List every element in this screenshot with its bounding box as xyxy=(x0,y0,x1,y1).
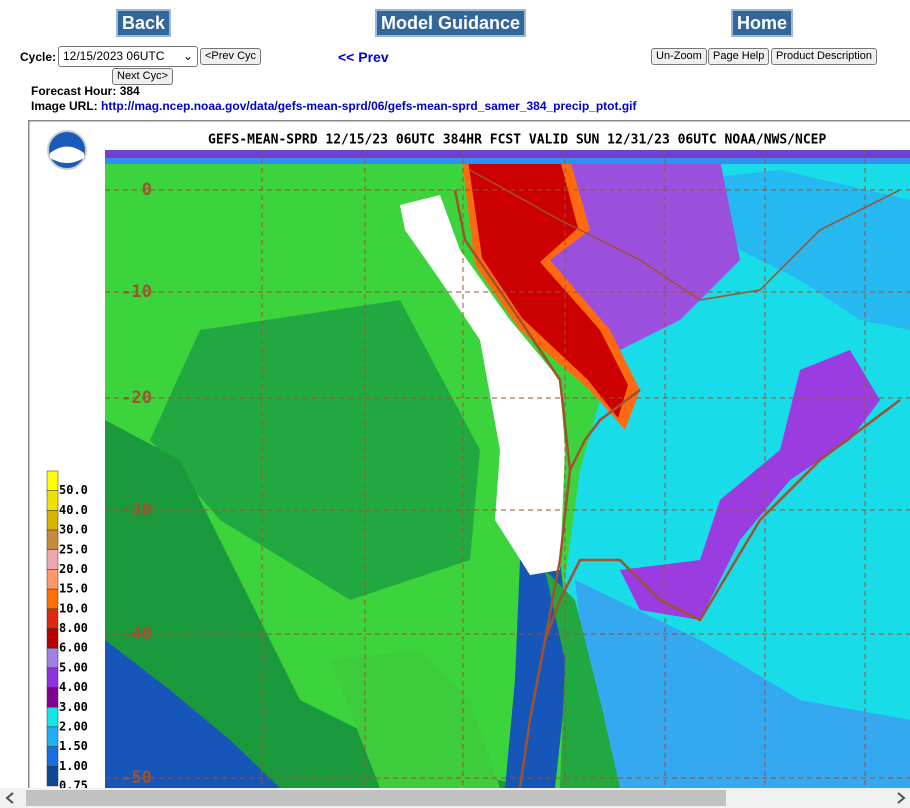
field-green xyxy=(330,650,500,788)
legend-label: 4.00 xyxy=(59,680,88,694)
latitude-label: -50 xyxy=(121,768,152,788)
legend-swatch xyxy=(46,647,59,669)
cycle-select[interactable]: 12/15/2023 06UTC ⌄ xyxy=(58,46,198,67)
map-title: GEFS-MEAN-SPRD 12/15/23 06UTC 384HR FCST… xyxy=(208,133,826,148)
model-guidance-button[interactable]: Model Guidance xyxy=(375,9,527,37)
product-description-button[interactable]: Product Description xyxy=(771,48,877,65)
legend-swatch xyxy=(46,667,59,688)
legend-label: 0.75 xyxy=(59,779,88,789)
scroll-left-arrow[interactable] xyxy=(4,792,16,804)
legend-swatch xyxy=(46,549,59,570)
legend-swatch xyxy=(46,766,59,787)
border-line xyxy=(469,169,901,301)
latitude-label: -40 xyxy=(121,624,152,644)
legend-swatch xyxy=(46,628,59,649)
cycle-value: 12/15/2023 06UTC xyxy=(63,49,165,63)
legend-label: 40.0 xyxy=(59,503,88,517)
field-top-band xyxy=(105,150,910,158)
map-field xyxy=(105,150,910,788)
legend-swatch xyxy=(46,490,59,511)
prev-link[interactable]: << Prev xyxy=(338,49,389,65)
unzoom-button[interactable]: Un-Zoom xyxy=(651,48,707,65)
legend-swatch xyxy=(46,510,59,531)
legend-label: 15.0 xyxy=(59,582,88,596)
legend-swatch xyxy=(46,746,59,767)
field-top-band xyxy=(105,158,910,164)
legend-label: 8.00 xyxy=(59,621,88,635)
latitude-label: -10 xyxy=(121,282,152,302)
next-cycle-button[interactable]: Next Cyc> xyxy=(112,68,174,85)
dropdown-arrow: ⌄ xyxy=(182,49,193,63)
scroll-right-arrow[interactable] xyxy=(895,792,907,804)
legend-label: 6.00 xyxy=(59,641,88,655)
home-button[interactable]: Home xyxy=(731,9,794,37)
legend-label: 1.50 xyxy=(59,739,88,753)
forecast-hour: Forecast Hour: 384 xyxy=(31,84,140,98)
field-white xyxy=(400,195,565,575)
forecast-hour-label: Forecast Hour: xyxy=(31,84,117,98)
legend-swatch xyxy=(46,529,59,550)
legend-label: 50.0 xyxy=(59,483,88,497)
legend-label: 3.00 xyxy=(59,700,88,714)
field-light-blue xyxy=(575,580,910,788)
legend-swatch xyxy=(46,726,59,747)
coastline xyxy=(543,399,901,641)
legend-swatch xyxy=(46,707,59,728)
legend-label: 5.00 xyxy=(59,660,88,674)
forecast-map: GEFS-MEAN-SPRD 12/15/23 06UTC 384HR FCST… xyxy=(28,120,910,788)
scrollbar-thumb[interactable] xyxy=(26,790,726,806)
field-dark-green xyxy=(150,300,480,600)
image-url: Image URL: http://mag.ncep.noaa.gov/data… xyxy=(31,99,637,113)
legend-label: 20.0 xyxy=(59,562,88,576)
forecast-hour-value: 384 xyxy=(119,84,140,98)
back-button[interactable]: Back xyxy=(116,9,172,37)
legend-swatch xyxy=(46,569,59,590)
legend-label: 1.00 xyxy=(59,759,88,773)
border-line xyxy=(568,389,641,471)
field-red xyxy=(468,160,628,418)
field-dark-green xyxy=(105,420,530,788)
coastlines xyxy=(453,169,901,788)
legend-swatch xyxy=(46,608,59,629)
image-url-link[interactable]: http://mag.ncep.noaa.gov/data/gefs-mean-… xyxy=(101,99,637,113)
legend-swatch xyxy=(46,687,59,708)
field-blue xyxy=(105,640,280,788)
cycle-label: Cycle: xyxy=(20,50,57,64)
latitude-label: -20 xyxy=(121,388,152,408)
image-url-label: Image URL: xyxy=(31,99,98,113)
legend-label: 10.0 xyxy=(59,601,88,615)
legend-swatch xyxy=(46,588,59,610)
page-help-button[interactable]: Page Help xyxy=(708,48,770,65)
latitude-label: -30 xyxy=(121,500,152,520)
legend-label: 2.00 xyxy=(59,719,88,733)
legend-swatch xyxy=(46,470,59,491)
horizontal-scrollbar[interactable] xyxy=(0,788,910,808)
graticule xyxy=(105,150,910,788)
legend-label: 25.0 xyxy=(59,542,88,556)
prev-cycle-button[interactable]: <Prev Cyc xyxy=(200,48,262,65)
field-dark-green xyxy=(545,570,620,788)
latitude-label: 0 xyxy=(142,180,152,200)
noaa-logo-bird xyxy=(50,146,84,163)
legend-label: 30.0 xyxy=(59,523,88,537)
field-purple xyxy=(620,350,880,620)
